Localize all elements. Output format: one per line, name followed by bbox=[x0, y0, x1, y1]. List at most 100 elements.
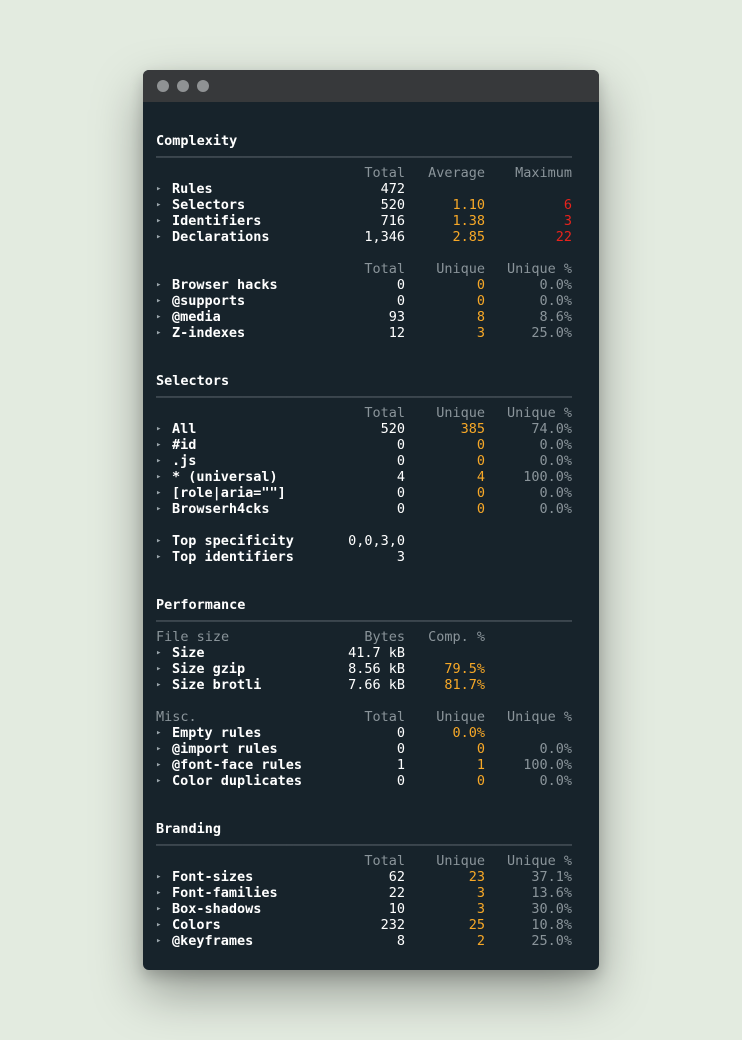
table-row: ▸ Rules 472 bbox=[156, 181, 572, 197]
compression-value: 79.5% bbox=[444, 661, 485, 677]
row-label: Identifiers bbox=[172, 213, 262, 229]
row-label: Color duplicates bbox=[172, 773, 303, 789]
unique-value: 0 bbox=[476, 293, 485, 309]
table-row: ▸ Box-shadows 10 3 30.0% bbox=[156, 901, 572, 917]
unique-percent-value: 0.0% bbox=[539, 293, 572, 309]
total-value: 0 bbox=[396, 501, 405, 517]
column-header: Total bbox=[364, 853, 405, 869]
column-header: Comp. % bbox=[428, 629, 485, 645]
row-label: Colors bbox=[172, 917, 221, 933]
unique-value: 25 bbox=[468, 917, 485, 933]
unique-percent-value: 100.0% bbox=[523, 757, 572, 773]
unique-percent-value: 0.0% bbox=[539, 773, 572, 789]
group-label: File size bbox=[156, 629, 230, 645]
triangle-right-icon: ▸ bbox=[156, 296, 162, 306]
close-window-button[interactable] bbox=[157, 80, 169, 92]
column-header: Unique % bbox=[506, 709, 572, 725]
table-row: ▸ @supports 0 0 0.0% bbox=[156, 293, 572, 309]
unique-percent-value: 10.8% bbox=[531, 917, 572, 933]
triangle-right-icon: ▸ bbox=[156, 872, 162, 882]
unique-percent-value: 13.6% bbox=[531, 885, 572, 901]
table-row: ▸ @media 93 8 8.6% bbox=[156, 309, 572, 325]
minimize-window-button[interactable] bbox=[177, 80, 189, 92]
unique-percent-value: 25.0% bbox=[531, 933, 572, 949]
total-value: 0 bbox=[396, 725, 405, 741]
triangle-right-icon: ▸ bbox=[156, 504, 162, 514]
unique-percent-value: 74.0% bbox=[531, 421, 572, 437]
total-value: 22 bbox=[388, 885, 405, 901]
maximum-value: 3 bbox=[563, 213, 572, 229]
triangle-right-icon: ▸ bbox=[156, 328, 162, 338]
row-label: Selectors bbox=[172, 197, 246, 213]
triangle-right-icon: ▸ bbox=[156, 200, 162, 210]
unique-value: 0 bbox=[476, 741, 485, 757]
table-row: ▸ Browser hacks 0 0 0.0% bbox=[156, 277, 572, 293]
column-header: Bytes bbox=[364, 629, 405, 645]
unique-value: 0 bbox=[476, 485, 485, 501]
table-row: ▸ Font-families 22 3 13.6% bbox=[156, 885, 572, 901]
unique-value: 0 bbox=[476, 773, 485, 789]
table-header: File size Bytes Comp. % bbox=[156, 629, 572, 645]
table-row: ▸ Declarations 1,346 2.85 22 bbox=[156, 229, 572, 245]
total-value: 12 bbox=[388, 325, 405, 341]
row-label: Browserh4cks bbox=[172, 501, 270, 517]
table-row: ▸ @font-face rules 1 1 100.0% bbox=[156, 757, 572, 773]
table-row: ▸ Identifiers 716 1.38 3 bbox=[156, 213, 572, 229]
triangle-right-icon: ▸ bbox=[156, 936, 162, 946]
row-label: Top specificity bbox=[172, 533, 294, 549]
total-value: 93 bbox=[388, 309, 405, 325]
row-label: @font-face rules bbox=[172, 757, 303, 773]
table-header: Total Unique Unique % bbox=[156, 405, 572, 421]
row-label: Size bbox=[172, 645, 205, 661]
column-header: Total bbox=[364, 405, 405, 421]
table-row: ▸ Top identifiers 3 bbox=[156, 549, 572, 565]
table-header: Misc. Total Unique Unique % bbox=[156, 709, 572, 725]
bytes-value: 7.66 kB bbox=[348, 677, 405, 693]
column-header: Unique bbox=[436, 261, 485, 277]
table-row: ▸ @import rules 0 0 0.0% bbox=[156, 741, 572, 757]
triangle-right-icon: ▸ bbox=[156, 904, 162, 914]
row-label: Browser hacks bbox=[172, 277, 278, 293]
unique-percent-value: 25.0% bbox=[531, 325, 572, 341]
total-value: 716 bbox=[380, 213, 405, 229]
table-row: ▸ Z-indexes 12 3 25.0% bbox=[156, 325, 572, 341]
row-label: .js bbox=[172, 453, 197, 469]
total-value: 0,0,3,0 bbox=[348, 533, 405, 549]
row-label: * (universal) bbox=[172, 469, 278, 485]
table-row: ▸ [role|aria=""] 0 0 0.0% bbox=[156, 485, 572, 501]
triangle-right-icon: ▸ bbox=[156, 232, 162, 242]
unique-percent-value: 100.0% bbox=[523, 469, 572, 485]
unique-value: 4 bbox=[476, 469, 485, 485]
unique-percent-value: 30.0% bbox=[531, 901, 572, 917]
column-header: Unique % bbox=[506, 405, 572, 421]
triangle-right-icon: ▸ bbox=[156, 664, 162, 674]
bytes-value: 41.7 kB bbox=[348, 645, 405, 661]
section-divider: ────────────────────────────────────────… bbox=[156, 390, 572, 404]
maximize-window-button[interactable] bbox=[197, 80, 209, 92]
triangle-right-icon: ▸ bbox=[156, 744, 162, 754]
unique-value: 0 bbox=[476, 437, 485, 453]
column-header: Unique % bbox=[506, 261, 572, 277]
row-label: @supports bbox=[172, 293, 246, 309]
table-row: ▸ Font-sizes 62 23 37.1% bbox=[156, 869, 572, 885]
row-label: Font-families bbox=[172, 885, 278, 901]
table-row: ▸ @keyframes 8 2 25.0% bbox=[156, 933, 572, 949]
average-value: 1.38 bbox=[452, 213, 485, 229]
group-label: Misc. bbox=[156, 709, 197, 725]
compression-value: 81.7% bbox=[444, 677, 485, 693]
unique-percent-value: 0.0% bbox=[539, 277, 572, 293]
row-label: @keyframes bbox=[172, 933, 254, 949]
total-value: 4 bbox=[396, 469, 405, 485]
unique-percent-value: 0.0% bbox=[539, 453, 572, 469]
unique-percent-value: 0.0% bbox=[539, 501, 572, 517]
table-row: ▸ Colors 232 25 10.8% bbox=[156, 917, 572, 933]
total-value: 0 bbox=[396, 277, 405, 293]
triangle-right-icon: ▸ bbox=[156, 312, 162, 322]
triangle-right-icon: ▸ bbox=[156, 424, 162, 434]
section-divider: ────────────────────────────────────────… bbox=[156, 150, 572, 164]
total-value: 520 bbox=[380, 197, 405, 213]
triangle-right-icon: ▸ bbox=[156, 552, 162, 562]
unique-value: 0 bbox=[476, 277, 485, 293]
column-header: Maximum bbox=[515, 165, 572, 181]
triangle-right-icon: ▸ bbox=[156, 760, 162, 770]
